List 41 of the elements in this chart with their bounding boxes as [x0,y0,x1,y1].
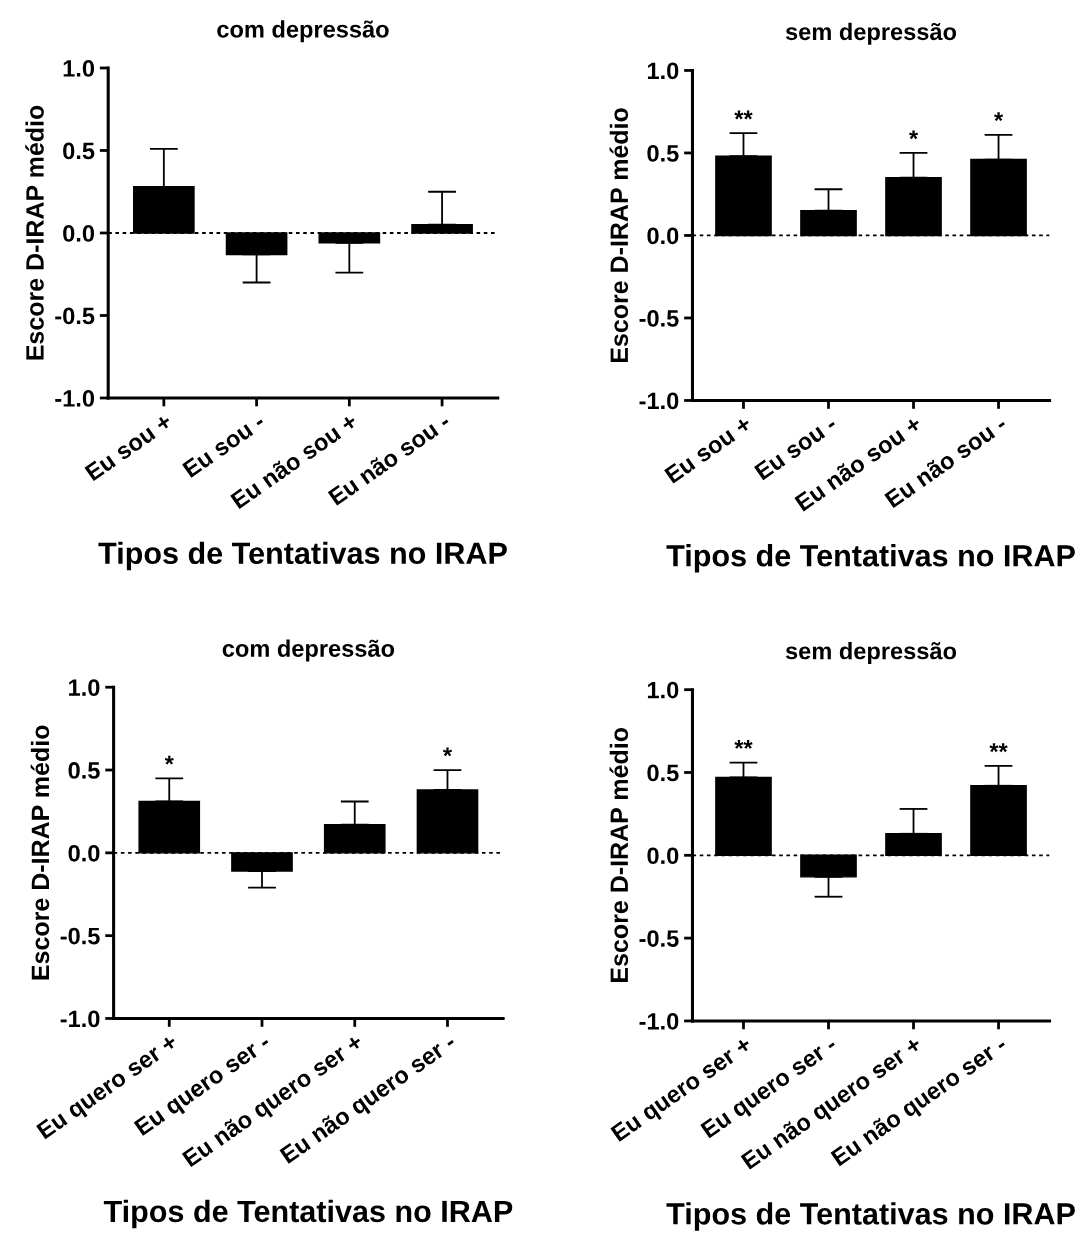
y-tick-label: -0.5 [639,310,679,327]
annotation: ** [734,110,753,120]
annotation: * [908,130,919,140]
y-tick-label: 0.5 [647,764,679,782]
y-tick-label: -1.0 [639,1013,679,1030]
y-tick-label: 0.5 [63,142,95,160]
annotation: * [994,112,1004,122]
y-tick-label: -0.5 [60,927,100,945]
x-axis-title: Tipos de Tentativas no IRAP [103,1199,513,1229]
annotation: * [442,747,453,757]
x-axis-title: Tipos de Tentativas no IRAP [666,1202,1075,1231]
y-tick-label: 0.5 [647,145,679,162]
chart-title: com depressão [222,639,395,662]
x-tick-label: Eu sou + [664,414,753,484]
y-tick-label: -1.0 [60,1010,100,1028]
y-axis-title: Escore D-IRAP médio [25,105,44,360]
y-tick-label: -1.0 [55,390,95,407]
annotation: ** [989,743,1008,753]
y-axis-title: Escore D-IRAP médio [609,108,629,363]
annotation: * [164,755,174,765]
y-tick-label: 1.0 [69,679,100,696]
y-tick-label: -0.5 [639,930,679,947]
y-tick-label: 1.0 [63,60,95,77]
y-tick-label: 0.0 [647,227,679,245]
y-tick-label: 1.0 [647,681,679,699]
y-tick-label: 1.0 [647,62,679,80]
y-tick-label: 0.0 [68,844,100,862]
y-tick-label: 0.0 [647,847,679,865]
x-tick-label: Eu sou + [84,412,174,482]
y-axis-title: Escore D-IRAP médio [30,725,50,980]
y-tick-label: 0.5 [68,762,100,779]
chart-title: sem depressão [785,642,957,665]
chart-title: com depressão [217,20,389,43]
x-axis-title: Tipos de Tentativas no IRAP [666,544,1075,573]
chart-title: sem depressão [785,22,957,45]
y-tick-label: -0.5 [55,307,95,325]
x-axis-title: Tipos de Tentativas no IRAP [98,541,507,571]
y-tick-label: -1.0 [639,392,679,410]
annotation: ** [734,740,753,749]
y-axis-title: Escore D-IRAP médio [609,728,629,982]
y-tick-label: 0.0 [63,225,95,242]
